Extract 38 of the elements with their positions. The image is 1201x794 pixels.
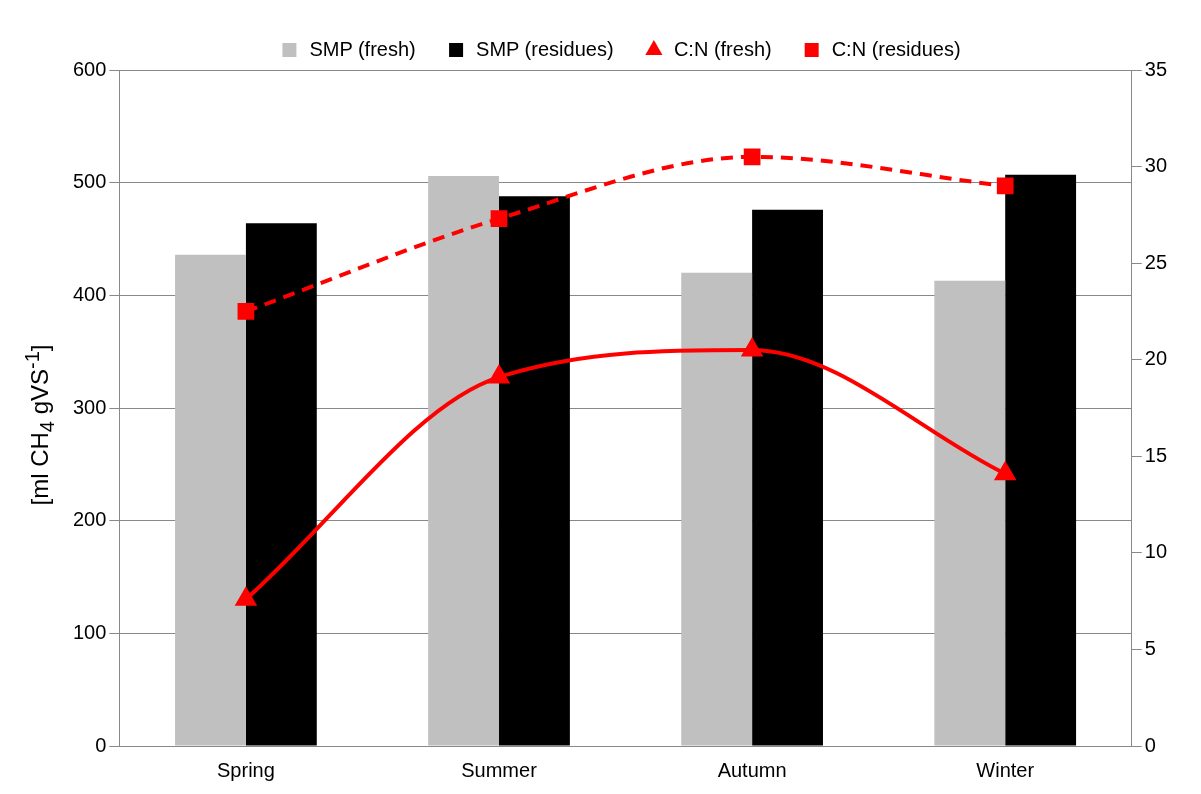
y2-tick-label: 25 — [1144, 250, 1167, 273]
x-tick-label: Spring — [217, 758, 275, 781]
bar — [752, 209, 823, 746]
y2-tick-label: 0 — [1144, 733, 1156, 756]
y-tick-label: 600 — [72, 57, 107, 80]
y-tick-label: 500 — [72, 170, 107, 193]
y2-tick-label: 30 — [1144, 154, 1167, 177]
point — [237, 303, 255, 320]
legend-label: C:N (residues) — [831, 37, 961, 60]
x-tick-label: Winter — [976, 758, 1035, 781]
legend-label: SMP (fresh) — [309, 37, 416, 60]
y-tick-label: 300 — [72, 395, 107, 418]
y2-tick-label: 10 — [1144, 540, 1167, 563]
y-tick-label: 200 — [72, 508, 107, 531]
point — [742, 339, 762, 357]
bar — [934, 280, 1006, 746]
y2-tick-label: 15 — [1144, 443, 1167, 466]
bar — [245, 223, 317, 746]
point — [236, 588, 256, 606]
bar — [681, 272, 753, 746]
bar — [1005, 174, 1077, 746]
y-tick-label: 100 — [72, 620, 107, 643]
point — [743, 148, 761, 166]
y2-tick-label: 35 — [1144, 57, 1167, 80]
bar — [175, 254, 246, 746]
point — [489, 366, 509, 384]
x-tick-label: Autumn — [717, 758, 787, 781]
point — [490, 210, 508, 228]
y2-tick-label: 5 — [1144, 636, 1156, 659]
bar — [428, 175, 500, 746]
y-tick-label: 400 — [72, 282, 107, 305]
point — [996, 177, 1014, 195]
x-tick-label: Summer — [461, 758, 538, 781]
y2-tick-label: 20 — [1144, 347, 1167, 370]
bar — [499, 196, 570, 746]
legend-label: SMP (residues) — [476, 37, 614, 60]
y-tick-label: 0 — [95, 733, 107, 756]
legend-label: C:N (fresh) — [673, 37, 772, 60]
